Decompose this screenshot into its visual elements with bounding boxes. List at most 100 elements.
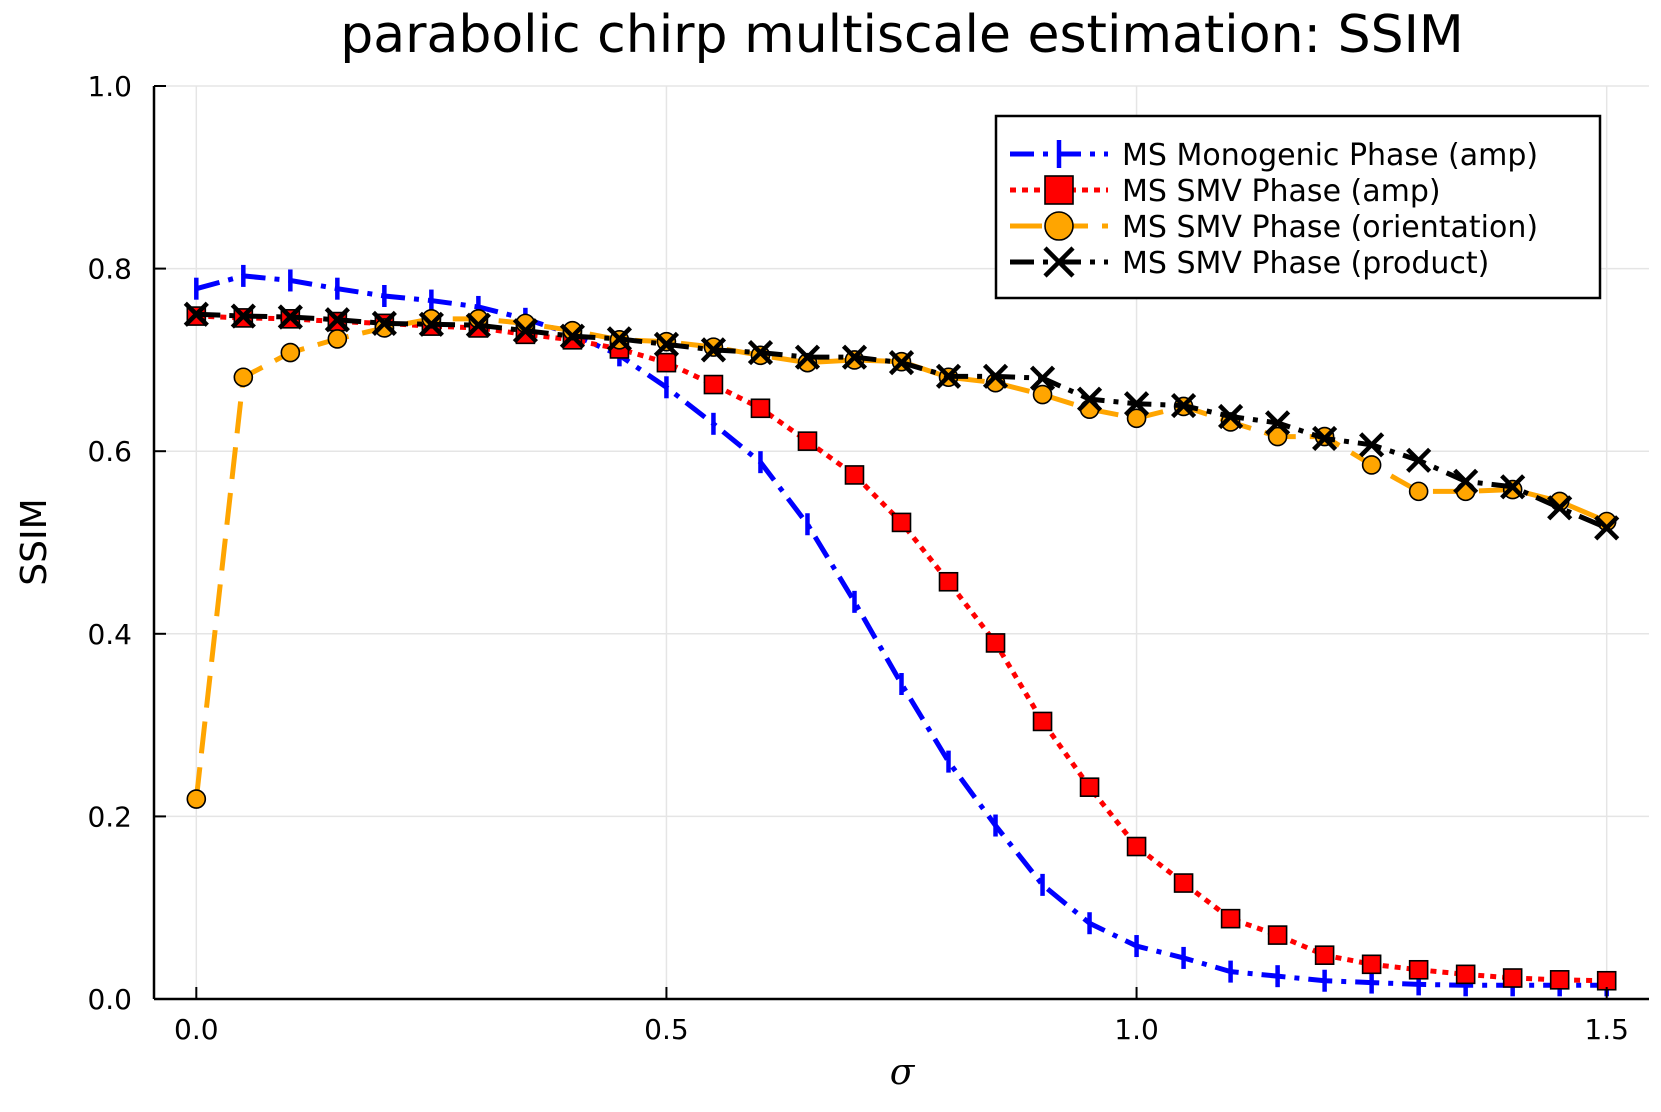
x-marker-stroke — [982, 363, 1009, 389]
data-point — [1170, 392, 1197, 419]
data-point — [1126, 836, 1147, 857]
data-point — [606, 326, 633, 352]
data-point — [559, 323, 586, 349]
x-marker-stroke — [794, 344, 821, 370]
legend-entry: MS SMV Phase (orientation) — [1010, 210, 1538, 245]
x-marker-stroke — [559, 323, 586, 349]
x-marker-stroke — [653, 331, 680, 357]
chart-title: parabolic chirp multiscale estimation: S… — [340, 5, 1464, 65]
series-3 — [186, 309, 1617, 809]
x-marker-stroke — [1406, 447, 1432, 473]
x-tick-label: 0.5 — [644, 1013, 689, 1046]
data-point — [1267, 426, 1288, 447]
data-point — [1455, 964, 1476, 985]
legend-box — [994, 114, 1602, 300]
series-line — [193, 316, 1608, 800]
x-marker-stroke — [1265, 410, 1291, 436]
y-tick-label: 0.6 — [87, 435, 132, 468]
series-line — [195, 273, 1607, 988]
data-point — [1123, 391, 1150, 417]
series-1 — [194, 264, 1609, 997]
data-point — [1032, 384, 1053, 405]
x-marker-stroke — [1312, 425, 1338, 452]
x-marker-stroke — [1500, 474, 1526, 500]
data-point — [1217, 403, 1244, 430]
data-point — [233, 367, 254, 388]
data-point — [1220, 908, 1241, 929]
data-point — [280, 342, 301, 363]
data-point — [183, 301, 209, 327]
x-marker-stroke — [324, 307, 350, 333]
data-point — [653, 331, 680, 357]
data-point — [1594, 515, 1620, 541]
x-tick-label: 0.0 — [174, 1013, 219, 1046]
x-marker-stroke — [1076, 386, 1103, 412]
data-point — [1312, 425, 1338, 452]
x-marker-stroke — [700, 337, 727, 363]
legend-entry: MS SMV Phase (amp) — [1010, 174, 1441, 209]
data-point — [703, 374, 724, 395]
series-line — [196, 313, 1607, 984]
data-point — [1502, 968, 1523, 988]
data-point — [324, 307, 350, 333]
legend-swatch-marker — [1044, 211, 1074, 241]
data-point — [794, 344, 821, 370]
x-marker-stroke — [512, 318, 538, 344]
data-point — [1359, 432, 1385, 458]
legend-entry: MS Monogenic Phase (amp) — [1010, 138, 1538, 173]
data-point — [1032, 711, 1053, 732]
x-marker-stroke — [1359, 432, 1385, 458]
data-point — [371, 310, 397, 336]
x-marker-stroke — [935, 363, 962, 389]
x-marker-stroke — [1029, 365, 1056, 391]
data-point — [841, 344, 868, 370]
data-point — [418, 311, 444, 337]
data-point — [1406, 447, 1432, 473]
legend-label: MS SMV Phase (amp) — [1122, 174, 1441, 209]
legend-entry: MS SMV Phase (product) — [1010, 246, 1489, 281]
x-marker-stroke — [465, 312, 491, 338]
data-point — [1314, 945, 1335, 965]
x-marker-stroke — [747, 340, 774, 366]
data-point — [1547, 495, 1573, 521]
data-point — [1453, 468, 1479, 494]
data-point — [512, 318, 538, 344]
y-tick-label: 0.0 — [87, 983, 132, 1016]
x-marker-stroke — [183, 301, 209, 327]
data-point — [891, 512, 912, 533]
y-tick-label: 0.8 — [87, 253, 132, 286]
legend: MS Monogenic Phase (amp)MS SMV Phase (am… — [994, 114, 1602, 300]
data-point — [1076, 386, 1103, 412]
x-marker-stroke — [1123, 391, 1150, 417]
legend-swatch-marker — [1043, 246, 1075, 278]
data-point — [700, 337, 727, 363]
x-marker-stroke — [1594, 515, 1620, 541]
data-point — [1361, 954, 1382, 975]
x-marker-stroke — [888, 350, 915, 376]
data-point — [982, 363, 1009, 389]
x-marker-stroke — [230, 303, 256, 329]
data-point — [844, 465, 865, 485]
data-point — [1126, 408, 1147, 429]
x-marker-stroke — [841, 344, 868, 370]
legend-label: MS Monogenic Phase (amp) — [1122, 138, 1538, 173]
data-point — [1408, 959, 1429, 980]
x-axis-label: σ — [890, 1052, 916, 1093]
y-tick-label: 0.2 — [87, 800, 132, 833]
data-point — [1265, 410, 1291, 436]
legend-label: MS SMV Phase (orientation) — [1122, 210, 1538, 245]
x-tick-label: 1.0 — [1114, 1013, 1159, 1046]
data-point — [938, 571, 959, 592]
data-point — [1267, 925, 1288, 945]
data-point — [747, 340, 774, 366]
data-point — [985, 633, 1006, 653]
x-tick-label: 1.5 — [1584, 1013, 1629, 1046]
data-point — [277, 304, 303, 330]
data-point — [186, 789, 207, 809]
data-point — [888, 350, 915, 376]
series-4 — [183, 301, 1620, 541]
x-marker-stroke — [1453, 468, 1479, 494]
x-marker-stroke — [418, 311, 444, 337]
x-marker-stroke — [277, 304, 303, 330]
